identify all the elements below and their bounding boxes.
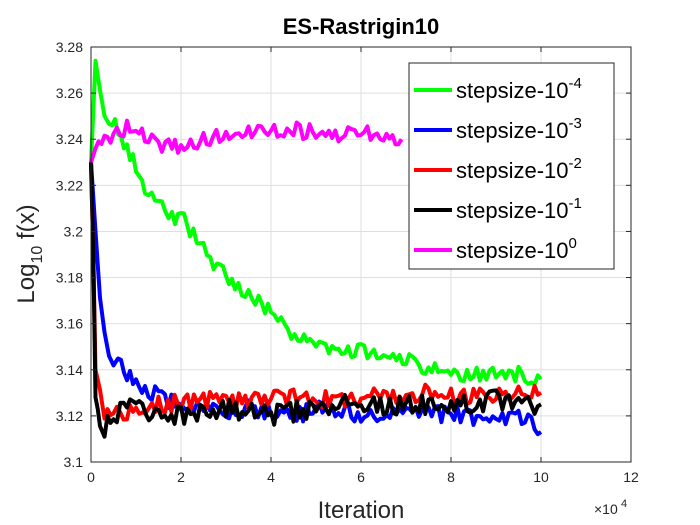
y-tick-label: 3.12 bbox=[56, 408, 83, 424]
legend-label-base: stepsize-10 bbox=[456, 158, 569, 183]
series-line bbox=[89, 118, 404, 163]
x-tick-label: 12 bbox=[623, 469, 639, 485]
y-tick-label: 3.14 bbox=[56, 362, 83, 378]
legend-label-exponent: -3 bbox=[569, 115, 582, 132]
x-axis-label: Iteration bbox=[318, 497, 405, 524]
y-tick-label: 3.16 bbox=[56, 316, 83, 332]
legend-entry: stepsize-10-4 bbox=[456, 75, 582, 103]
y-tick-label: 3.1 bbox=[64, 454, 84, 470]
legend-label-base: stepsize-10 bbox=[456, 78, 569, 103]
legend-label-base: stepsize-10 bbox=[456, 198, 569, 223]
legend-label-exponent: -2 bbox=[569, 155, 582, 172]
x-exponent-power: 4 bbox=[621, 498, 627, 510]
series-line bbox=[89, 162, 542, 439]
legend-label-exponent: -4 bbox=[569, 75, 582, 92]
x-tick-label: 2 bbox=[177, 469, 185, 485]
x-tick-label: 8 bbox=[447, 469, 455, 485]
x-tick-label: 10 bbox=[533, 469, 549, 485]
legend-label-base: stepsize-10 bbox=[456, 118, 569, 143]
legend: stepsize-10-4stepsize-10-3stepsize-10-2s… bbox=[408, 62, 615, 270]
legend-entry: stepsize-10-1 bbox=[456, 195, 582, 223]
y-label-rest: f(x) bbox=[13, 204, 40, 245]
y-tick-label: 3.22 bbox=[56, 177, 83, 193]
x-tick-label: 0 bbox=[87, 469, 95, 485]
legend-label-base: stepsize-10 bbox=[456, 238, 569, 263]
legend-entry: stepsize-100 bbox=[456, 235, 577, 263]
x-tick-label: 6 bbox=[357, 469, 365, 485]
y-tick-label: 3.2 bbox=[64, 223, 84, 239]
legend-entry: stepsize-10-2 bbox=[456, 155, 582, 183]
y-axis-label: Log10 f(x) bbox=[13, 204, 46, 303]
y-label-sub: 10 bbox=[29, 246, 46, 264]
y-tick-label: 3.26 bbox=[56, 85, 83, 101]
svg-text:Log10 f(x): Log10 f(x) bbox=[13, 204, 46, 303]
legend-entry: stepsize-10-3 bbox=[456, 115, 582, 143]
x-exponent-base: ×10 bbox=[594, 501, 618, 517]
y-label-main: Log bbox=[13, 264, 40, 304]
series-layer bbox=[89, 58, 543, 439]
x-exponent: ×10 4 bbox=[594, 498, 627, 517]
legend-label-exponent: 0 bbox=[569, 235, 577, 252]
y-tick-label: 3.18 bbox=[56, 270, 83, 286]
legend-label-exponent: -1 bbox=[569, 195, 582, 212]
chart-title: ES-Rastrigin10 bbox=[283, 14, 440, 39]
y-tick-label: 3.28 bbox=[56, 39, 83, 55]
ticks: 0 2 4 6 8 10 12 3.1 3.12 3.14 3.16 3.18 3.2 3.22 3.24 3… bbox=[56, 39, 639, 485]
x-tick-label: 4 bbox=[267, 469, 275, 485]
legend-box bbox=[408, 62, 615, 270]
y-tick-label: 3.24 bbox=[56, 131, 83, 147]
series-line bbox=[89, 58, 543, 387]
